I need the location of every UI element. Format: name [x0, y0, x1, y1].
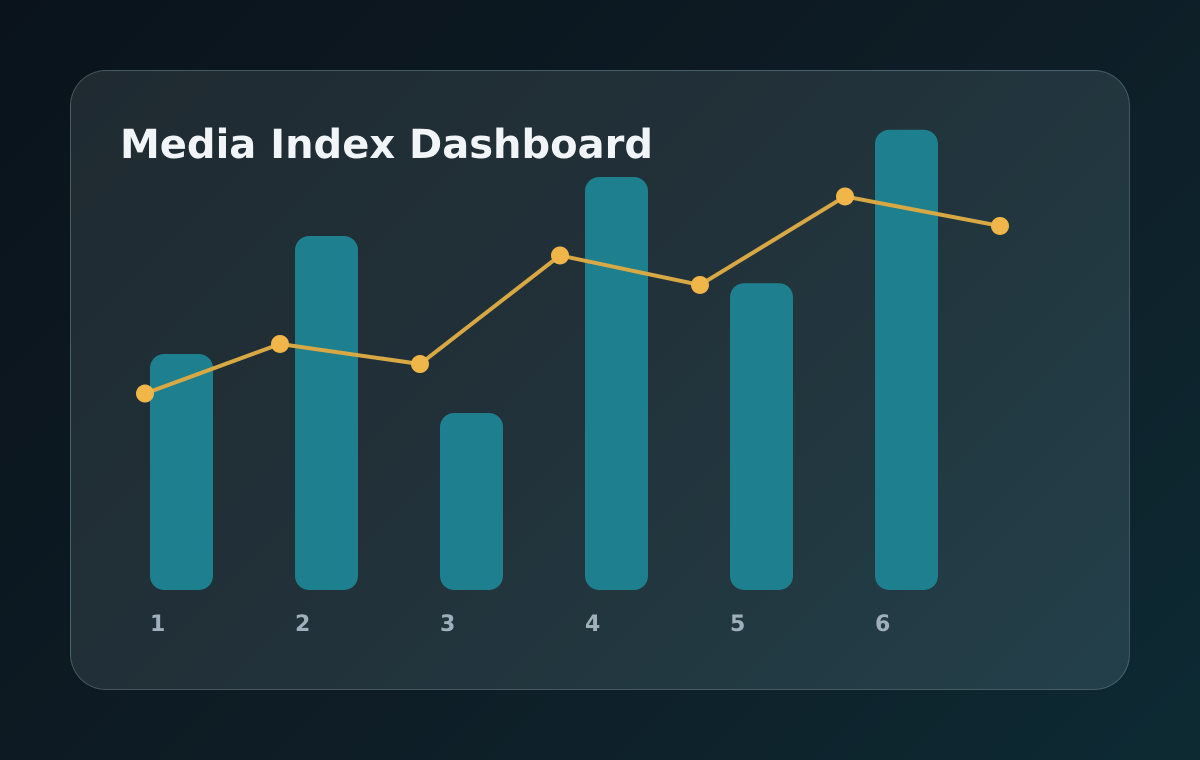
- x-tick-label: 2: [295, 612, 310, 637]
- bar-3: [440, 413, 503, 590]
- x-tick-label: 1: [150, 612, 165, 637]
- line-point-6: [836, 187, 854, 206]
- x-tick-label: 5: [730, 612, 745, 637]
- chart-title: Media Index Dashboard: [120, 122, 653, 168]
- bar-2: [295, 236, 358, 590]
- x-tick-label: 3: [440, 612, 455, 637]
- bar-series: [150, 129, 938, 591]
- bar-4: [585, 177, 648, 590]
- line-point-7: [991, 216, 1009, 235]
- line-point-1: [136, 384, 154, 403]
- x-axis-ticks: 1 2 3 4 5 6: [150, 612, 890, 637]
- line-point-3: [411, 355, 429, 374]
- line-point-4: [551, 246, 569, 265]
- x-tick-label: 6: [875, 612, 890, 637]
- bar-5: [730, 283, 793, 590]
- line-point-5: [691, 275, 709, 294]
- line-point-2: [271, 334, 289, 353]
- x-tick-label: 4: [585, 612, 600, 637]
- bar-1: [150, 354, 213, 590]
- trend-line: [144, 194, 1001, 396]
- bar-6: [875, 129, 938, 591]
- line-series: [136, 187, 1009, 403]
